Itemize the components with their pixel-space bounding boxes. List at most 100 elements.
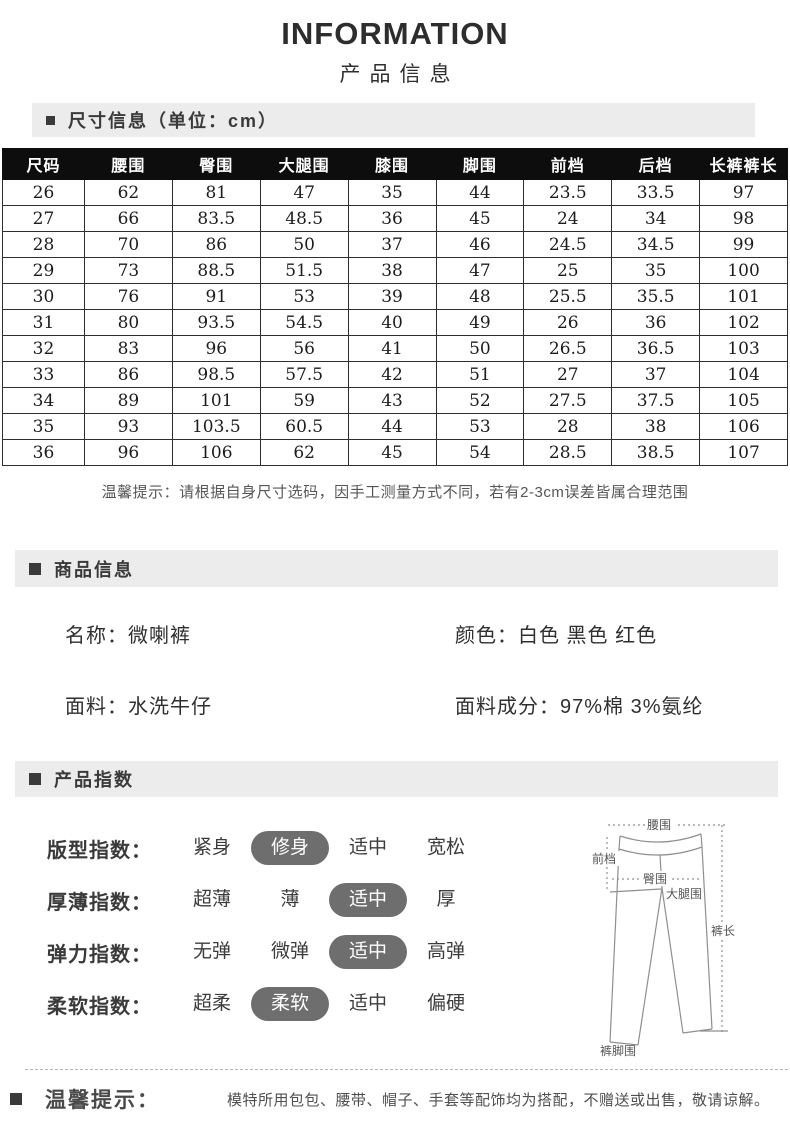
table-cell: 46 [435,231,525,258]
table-row: 29 73 88.5 51.5 38 47 25 35 100 [2,257,788,284]
product-info-row: 面料：水洗牛仔 面料成分：97%棉 3%氨纶 [0,690,790,719]
table-cell: 23.5 [523,179,613,206]
index-row: 厚薄指数： 超薄 薄 适中 厚 [47,883,790,917]
table-column-header: 脚围 [435,148,525,180]
diagram-label-waist: 腰围 [647,818,671,832]
page-title: INFORMATION [281,16,509,51]
size-table: 尺码 腰围 臀围 大腿围 膝围 脚围 前档 后档 长裤裤长 26 62 81 47 35 44 23.5 33… [2,148,788,466]
table-cell: 101 [699,283,788,310]
dashed-divider [25,1069,788,1070]
square-bullet-icon [46,115,55,125]
page-subtitle: 产品信息 [339,63,460,86]
index-row-label: 版型指数： [47,839,152,862]
table-row: 30 76 91 53 39 48 25.5 35.5 101 [2,283,788,310]
table-cell: 34 [2,387,85,414]
table-cell: 35 [611,257,701,284]
section-header-product: 商品信息 [15,550,778,587]
product-color: 颜色：白色 黑色 红色 [455,625,658,647]
table-cell: 44 [347,413,437,440]
table-row: 34 89 101 59 43 52 27.5 37.5 105 [2,387,788,414]
index-row: 版型指数： 紧身 修身 适中 宽松 [47,831,790,865]
table-cell: 83 [84,335,173,362]
table-cell: 59 [259,387,349,414]
footer-note-text: 模特所用包包、腰带、帽子、手套等配饰均为搭配，不赠送或出售，敬请谅解。 [227,1091,770,1109]
table-cell: 106 [171,439,261,466]
table-cell: 38.5 [611,439,701,466]
table-row: 31 80 93.5 54.5 40 49 26 36 102 [2,309,788,336]
table-column-header: 臀围 [171,148,261,180]
table-cell: 26 [2,179,85,206]
table-cell: 43 [347,387,437,414]
table-cell: 45 [347,439,437,466]
table-column-header: 后档 [611,148,701,180]
table-cell: 36 [611,309,701,336]
index-option-selected: 适中 [329,935,407,969]
index-row-label: 柔软指数： [47,995,152,1018]
index-option: 适中 [348,837,387,858]
table-cell: 28.5 [523,439,613,466]
index-option: 偏硬 [426,993,465,1014]
product-fabric-composition: 面料成分：97%棉 3%氨纶 [455,696,704,718]
table-cell: 93.5 [171,309,261,336]
table-cell: 26.5 [523,335,613,362]
table-cell: 106 [699,413,788,440]
table-cell: 66 [84,205,173,232]
table-cell: 35.5 [611,283,701,310]
index-option-selected: 适中 [329,883,407,917]
table-cell: 70 [84,231,173,258]
table-cell: 35 [347,179,437,206]
table-cell: 25 [523,257,613,284]
table-cell: 48.5 [259,205,349,232]
table-cell: 37 [611,361,701,388]
table-cell: 88.5 [171,257,261,284]
section-header-size: 尺寸信息（单位：cm） [32,103,755,137]
table-cell: 24.5 [523,231,613,258]
table-column-header: 腰围 [84,148,173,180]
table-cell: 38 [611,413,701,440]
table-cell: 53 [259,283,349,310]
table-cell: 83.5 [171,205,261,232]
table-cell: 100 [699,257,788,284]
table-cell: 104 [699,361,788,388]
table-column-header: 前档 [523,148,613,180]
table-row: 32 83 96 56 41 50 26.5 36.5 103 [2,335,788,362]
index-row-label: 厚薄指数： [47,891,152,914]
table-cell: 37.5 [611,387,701,414]
index-option: 适中 [348,993,387,1014]
table-cell: 30 [2,283,85,310]
diagram-label-hip: 臀围 [643,872,667,886]
table-row: 26 62 81 47 35 44 23.5 33.5 97 [2,179,788,206]
product-name: 名称：微喇裤 [65,625,191,647]
size-table-header-row: 尺码 腰围 臀围 大腿围 膝围 脚围 前档 后档 长裤裤长 [2,148,788,180]
index-option: 紧身 [192,837,231,858]
index-option: 无弹 [192,941,231,962]
table-cell: 98 [699,205,788,232]
table-cell: 54 [435,439,525,466]
table-cell: 39 [347,283,437,310]
section-label-index: 产品指数 [54,770,134,790]
size-table-body: 26 62 81 47 35 44 23.5 33.5 97 27 66 83.5 48.5 36 45 24… [2,179,788,466]
footer-note-label: 温馨提示： [45,1089,160,1112]
table-cell: 86 [171,231,261,258]
table-cell: 36.5 [611,335,701,362]
table-cell: 102 [699,309,788,336]
table-cell: 73 [84,257,173,284]
table-cell: 38 [347,257,437,284]
index-rows: 版型指数： 紧身 修身 适中 宽松 厚薄指数： 超薄薄适中厚弹力指数： 无弹 微弹 适中 高弹 柔软指… [0,797,790,1021]
index-option: 高弹 [426,941,465,962]
index-option: 薄 [280,889,300,910]
table-cell: 47 [435,257,525,284]
diagram-label-front-rise: 前档 [592,851,616,866]
table-cell: 47 [259,179,349,206]
table-column-header: 尺码 [2,148,85,180]
table-cell: 51.5 [259,257,349,284]
table-cell: 42 [347,361,437,388]
index-row: 弹力指数： 无弹 微弹 适中 高弹 [47,935,790,969]
table-row: 33 86 98.5 57.5 42 51 27 37 104 [2,361,788,388]
table-cell: 28 [2,231,85,258]
table-cell: 33.5 [611,179,701,206]
table-cell: 31 [2,309,85,336]
table-cell: 57.5 [259,361,349,388]
table-cell: 62 [84,179,173,206]
table-cell: 44 [435,179,525,206]
